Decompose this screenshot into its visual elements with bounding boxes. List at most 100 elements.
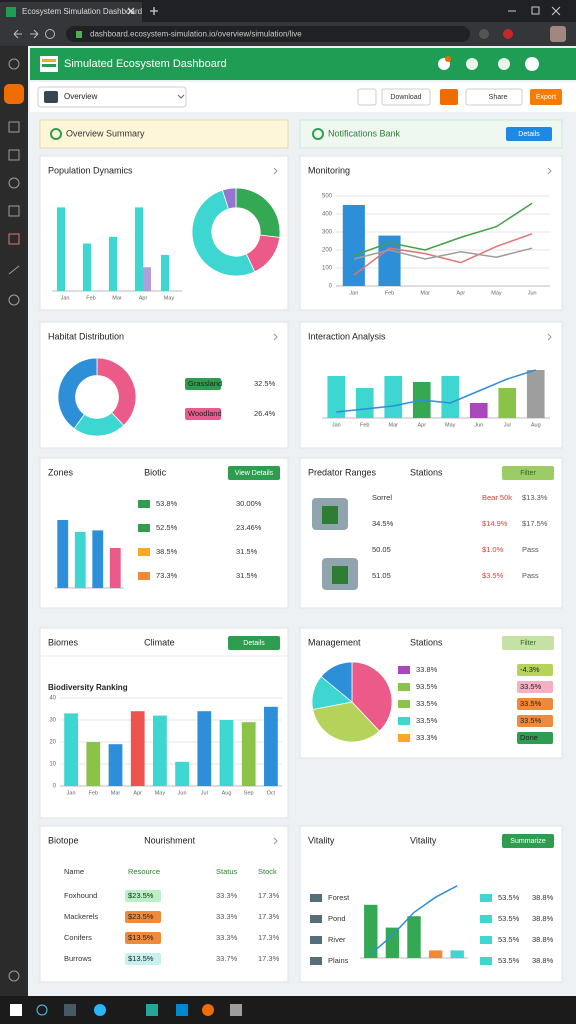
x-tick-label: Apr <box>139 295 148 301</box>
button[interactable] <box>502 636 554 650</box>
swatch <box>310 894 322 902</box>
bar <box>241 722 256 786</box>
button-label[interactable]: Details <box>518 131 540 138</box>
bar <box>108 236 117 291</box>
button[interactable] <box>381 88 431 106</box>
panel-title: Biomes <box>48 637 79 647</box>
panel-menu[interactable] <box>273 167 278 175</box>
cell: 33.5% <box>416 716 438 725</box>
panel-menu[interactable] <box>273 333 278 341</box>
button-label[interactable]: Filter <box>520 640 536 647</box>
button[interactable] <box>530 89 562 105</box>
button-label[interactable]: Details <box>243 640 265 647</box>
slice <box>351 661 393 732</box>
nav-buttons[interactable] <box>13 29 39 39</box>
cell: Done <box>520 733 538 742</box>
swatch <box>398 734 410 742</box>
cell: 53.5% <box>498 935 520 944</box>
panel-menu[interactable] <box>547 167 552 175</box>
panel-title: Zones <box>48 467 74 477</box>
sidebar-app[interactable] <box>4 84 24 104</box>
swatch <box>138 500 150 508</box>
panel-menu[interactable] <box>273 837 278 845</box>
bar <box>526 370 545 418</box>
button-label[interactable]: View Details <box>235 470 274 477</box>
panel-title: Interaction Analysis <box>308 331 386 341</box>
bar <box>407 916 421 958</box>
button-label[interactable]: Export <box>536 94 556 101</box>
x-tick-label: Jun <box>178 790 187 796</box>
button-label[interactable]: Download <box>390 94 421 101</box>
column-header: Name <box>64 867 84 876</box>
cell: 26.4% <box>254 409 276 418</box>
bar <box>175 761 189 786</box>
window-controls[interactable] <box>508 6 561 16</box>
x-tick-label: Aug <box>531 422 541 428</box>
cell: Pass <box>522 545 539 554</box>
cell: Pass <box>522 571 539 580</box>
cell: 33.3% <box>216 912 238 921</box>
button[interactable] <box>502 466 554 480</box>
dropdown-label[interactable]: Overview <box>64 92 98 101</box>
button[interactable] <box>465 88 523 106</box>
panel-menu[interactable] <box>547 333 552 341</box>
x-tick-label: May <box>155 790 166 796</box>
tab[interactable] <box>0 2 142 22</box>
bar <box>130 711 145 786</box>
icon-button[interactable] <box>440 89 458 105</box>
pill <box>517 698 553 710</box>
item-image-detail <box>332 566 348 584</box>
button[interactable] <box>506 127 552 141</box>
button-label[interactable]: Filter <box>520 470 536 477</box>
x-tick-label: Jan <box>349 290 358 296</box>
column-header: Stock <box>258 867 277 876</box>
button[interactable] <box>502 834 554 848</box>
swatch <box>480 894 492 902</box>
bar <box>342 205 365 286</box>
button[interactable] <box>228 466 280 480</box>
reload[interactable] <box>45 29 55 39</box>
ext-icon[interactable] <box>503 29 513 39</box>
x-tick-label: Apr <box>457 290 466 296</box>
x-tick-label: Jun <box>528 290 537 296</box>
cell: $1.0% <box>482 545 504 554</box>
x-tick-label: Jul <box>504 422 511 428</box>
ext-icon[interactable] <box>479 29 489 39</box>
bar <box>428 950 443 958</box>
pill <box>125 953 161 965</box>
cell: 51.05 <box>372 571 391 580</box>
cell: 52.5% <box>156 523 178 532</box>
button-label[interactable]: Summarize <box>510 838 546 845</box>
x-tick-label: Jun <box>474 422 483 428</box>
cell: Woodland <box>188 409 222 418</box>
app-title: Simulated Ecosystem Dashboard <box>64 58 227 70</box>
button-label[interactable]: Share <box>489 94 508 101</box>
pill <box>125 911 161 923</box>
taskbar-icons[interactable] <box>10 1004 242 1016</box>
icon-button[interactable] <box>357 88 377 106</box>
url: dashboard.ecosystem-simulation.io/overvi… <box>90 30 302 39</box>
bar <box>469 403 488 418</box>
cell: River <box>328 935 346 944</box>
cell: Plains <box>328 956 349 965</box>
cell: $13.5% <box>128 933 154 942</box>
app-logo <box>40 56 58 72</box>
profile[interactable] <box>550 26 566 42</box>
cell: Conifers <box>64 933 92 942</box>
bar <box>327 376 346 418</box>
x-tick-label: Apr <box>417 422 426 428</box>
dropdown[interactable] <box>37 86 187 108</box>
panel-subtitle: Stations <box>410 637 443 647</box>
url-box[interactable] <box>66 26 470 42</box>
header-icons[interactable] <box>438 56 539 71</box>
favicon <box>6 7 16 17</box>
panel-title: Management <box>308 637 361 647</box>
button[interactable] <box>228 636 280 650</box>
x-tick-label: Apr <box>133 790 142 796</box>
swatch <box>398 717 410 725</box>
tab-controls[interactable] <box>127 7 158 15</box>
x-tick-label: Sep <box>244 790 254 796</box>
slice <box>221 187 237 210</box>
chart-caption: Biodiversity Ranking <box>48 683 128 692</box>
panel-title: Biotope <box>48 835 79 845</box>
